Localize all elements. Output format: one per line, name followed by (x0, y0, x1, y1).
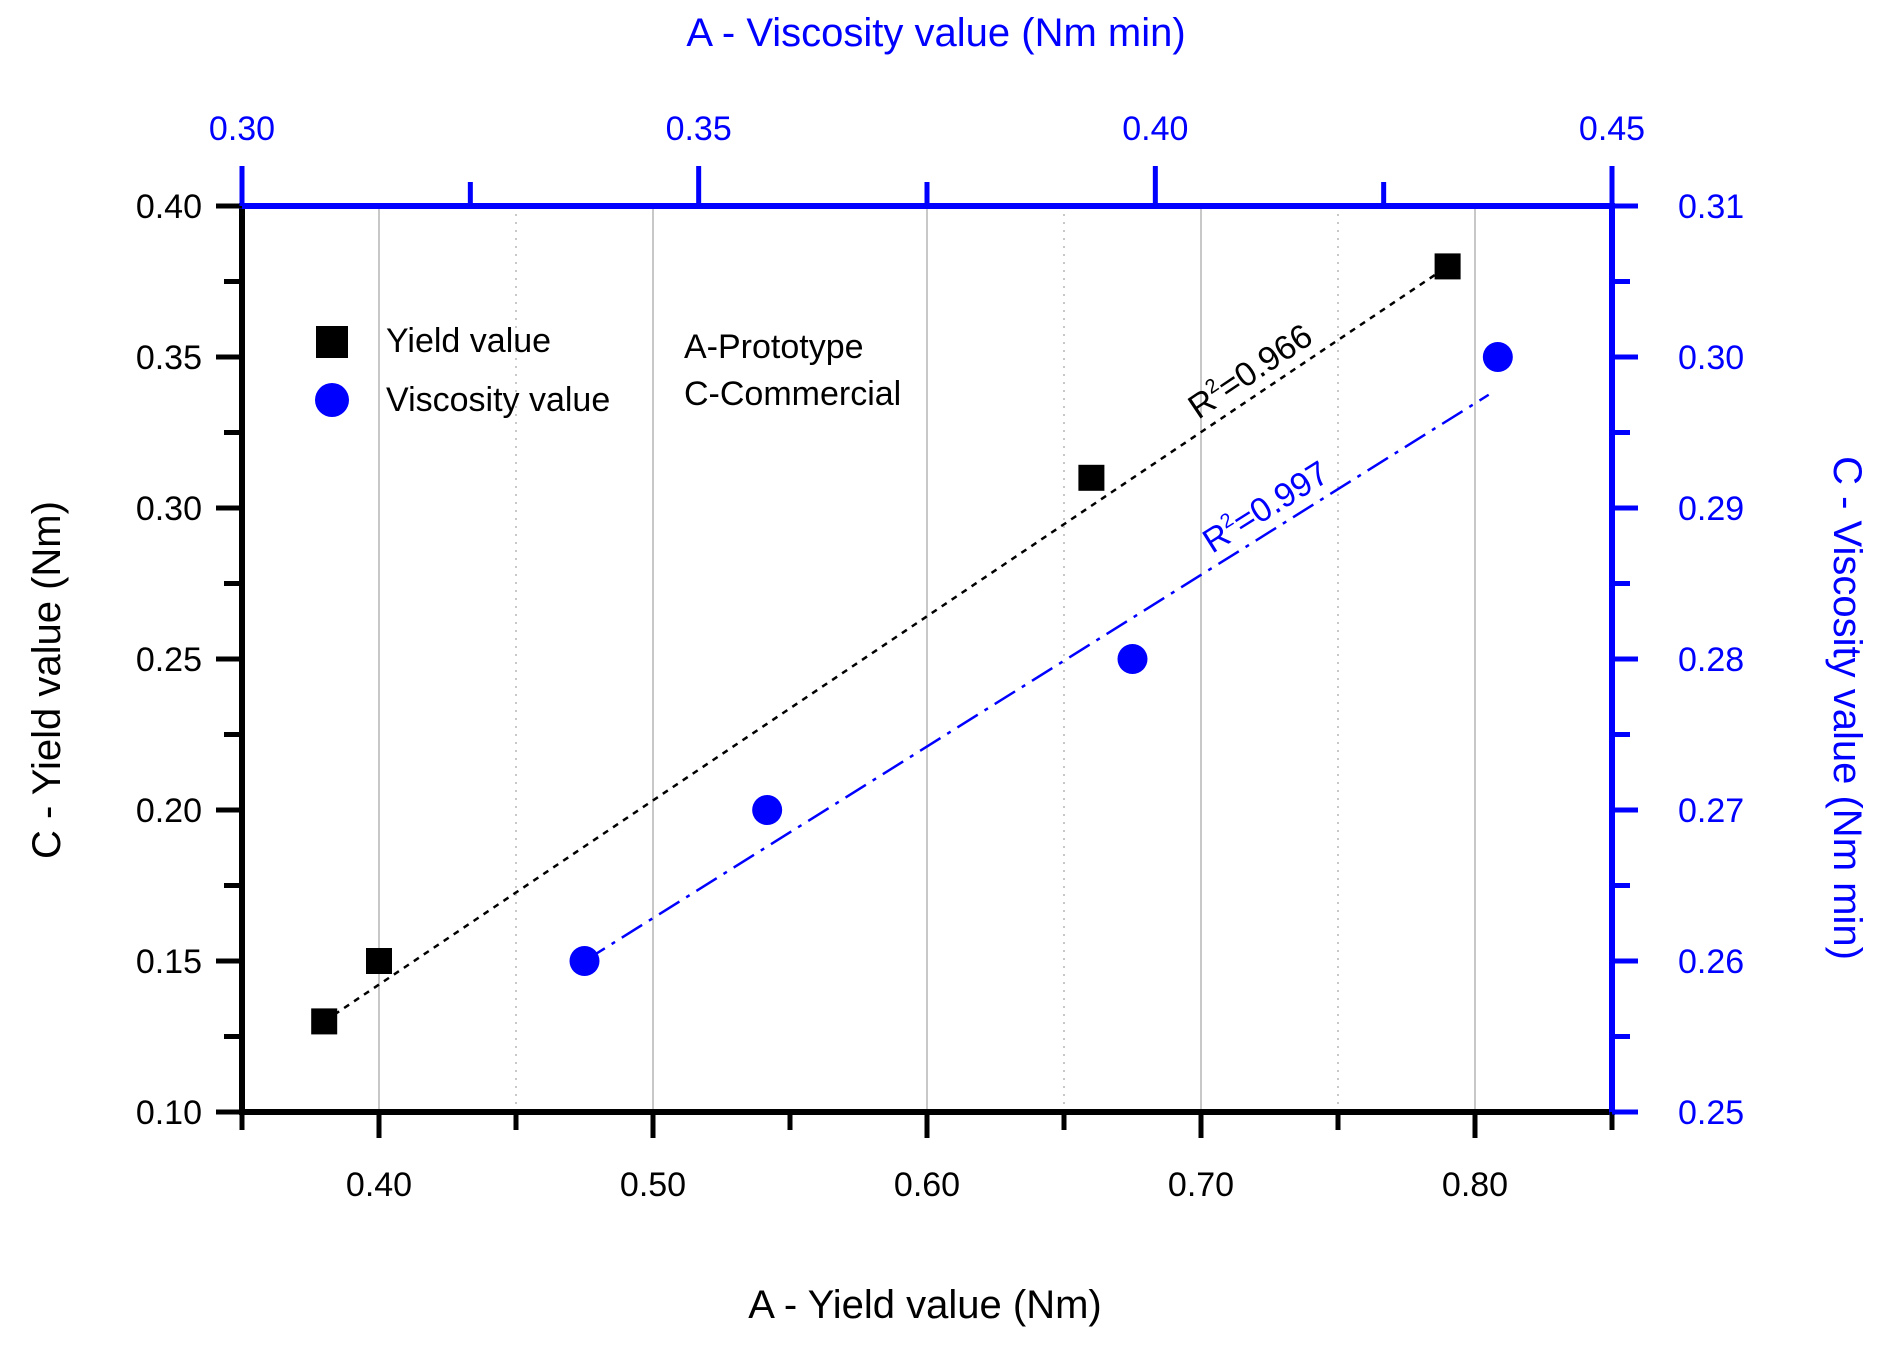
bottom-axis-title: A - Yield value (Nm) (748, 1283, 1101, 1327)
legend-viscosity-marker (315, 383, 349, 417)
yield-point-1 (366, 948, 392, 974)
top-axis-title: A - Viscosity value (Nm min) (686, 11, 1185, 55)
viscosity-point-2 (1117, 644, 1148, 674)
fit-line-yield (323, 265, 1449, 1023)
right-tick-label-5: 0.30 (1678, 339, 1744, 377)
yield-point-2 (1078, 464, 1105, 491)
bottom-tick-label-0: 0.40 (346, 1166, 412, 1204)
yield-point-3 (1434, 253, 1461, 280)
r2-value: =0.997 (1226, 454, 1335, 542)
yield-point-0 (311, 1008, 338, 1035)
left-tick-label-6: 0.40 (136, 188, 202, 226)
data-points-layer (311, 253, 1513, 1035)
left-tick-label-1: 0.15 (136, 943, 202, 981)
right-tick-label-1: 0.26 (1678, 943, 1744, 981)
legend-viscosity-label: Viscosity value (386, 381, 610, 419)
r2-label-viscosity: R2=0.997 (1196, 453, 1336, 561)
right-tick-label-0: 0.25 (1678, 1094, 1744, 1132)
right-tick-label-4: 0.29 (1678, 490, 1744, 528)
left-tick-label-3: 0.25 (136, 641, 202, 679)
r2-value: =0.966 (1211, 317, 1319, 407)
bottom-tick-label-3: 0.70 (1168, 1166, 1234, 1204)
top-tick-label-1: 0.35 (666, 110, 732, 148)
left-tick-label-5: 0.35 (136, 339, 202, 377)
bottom-tick-label-1: 0.50 (620, 1166, 686, 1204)
viscosity-point-0 (569, 946, 600, 976)
r2-text-1: R2=0.997 (1196, 453, 1336, 561)
legend-yield-marker (316, 326, 348, 358)
fit-line-viscosity (583, 393, 1490, 963)
legend-note-prototype: A-Prototype (684, 328, 864, 366)
left-axis-title: C - Yield value (Nm) (25, 501, 69, 859)
top-tick-label-2: 0.40 (1122, 110, 1188, 148)
labels-layer: 0.40 0.50 0.60 0.70 0.80 0.10 0.15 0.20 0.25 0.30… (136, 110, 1744, 1204)
legend-yield-label: Yield value (386, 322, 551, 360)
right-axis-title: C - Viscosity value (Nm min) (1825, 456, 1869, 960)
bottom-tick-label-2: 0.60 (894, 1166, 960, 1204)
left-tick-label-2: 0.20 (136, 792, 202, 830)
viscosity-point-3 (1482, 342, 1513, 372)
axes-layer (216, 166, 1638, 1138)
right-tick-label-3: 0.28 (1678, 641, 1744, 679)
bottom-tick-label-4: 0.80 (1442, 1166, 1508, 1204)
top-tick-label-0: 0.30 (209, 110, 275, 148)
legend-note-commercial: C-Commercial (684, 375, 901, 413)
left-tick-label-0: 0.10 (136, 1094, 202, 1132)
viscosity-point-1 (752, 795, 783, 825)
top-tick-label-3: 0.45 (1579, 110, 1645, 148)
right-tick-label-6: 0.31 (1678, 188, 1744, 226)
right-tick-label-2: 0.27 (1678, 792, 1744, 830)
fit-lines-layer (323, 265, 1490, 1023)
left-tick-label-4: 0.30 (136, 490, 202, 528)
legend: Yield value Viscosity value A-Prototype … (315, 322, 901, 419)
